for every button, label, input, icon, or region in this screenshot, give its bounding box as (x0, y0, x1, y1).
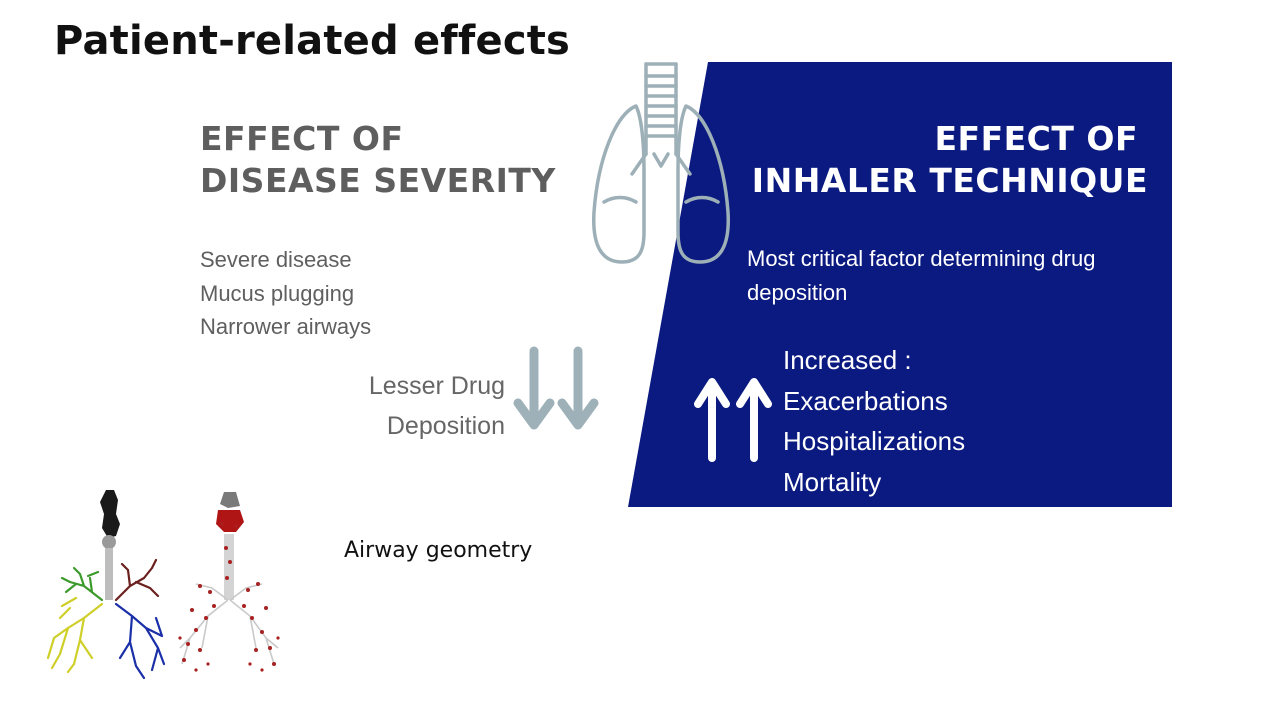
list-item: Mortality (783, 466, 882, 497)
list-item: Hospitalizations (783, 426, 966, 456)
heading-line: INHALER TECHNIQUE (751, 161, 1148, 200)
heading-line: EFFECT OF (934, 119, 1138, 158)
lungs-outline-icon (592, 62, 730, 264)
lesser-deposition-text: Lesser Drug Deposition (330, 366, 505, 446)
heading-line: EFFECT OF (200, 119, 404, 158)
heading-line: DISEASE SEVERITY (200, 161, 556, 200)
critical-factor-text: Most critical factor determining drug de… (747, 246, 1096, 305)
slide-title: Patient-related effects (54, 18, 571, 64)
increased-label: Increased : (783, 345, 912, 375)
inhaler-technique-heading: EFFECT OF INHALER TECHNIQUE (745, 118, 1148, 202)
double-up-arrow-icon (694, 378, 772, 462)
particle-deposition-model (178, 492, 280, 672)
increased-outcomes-list: Increased : Exacerbations Hospitalizatio… (783, 340, 965, 502)
list-item: Mucus plugging (200, 280, 355, 306)
disease-severity-heading: EFFECT OF DISEASE SEVERITY (200, 118, 556, 202)
double-down-arrow-icon (513, 346, 599, 430)
airway-geometry-caption: Airway geometry (344, 538, 533, 563)
airway-model-images (46, 490, 280, 680)
colored-airway-model (46, 490, 166, 680)
disease-factors-list: Severe disease Mucus plugging Narrower a… (200, 243, 371, 344)
list-item: Narrower airways (200, 314, 372, 339)
result-line: Deposition (386, 412, 505, 440)
list-item: Severe disease (200, 247, 352, 272)
result-line: Lesser Drug (368, 372, 505, 400)
list-item: Exacerbations (783, 385, 948, 416)
